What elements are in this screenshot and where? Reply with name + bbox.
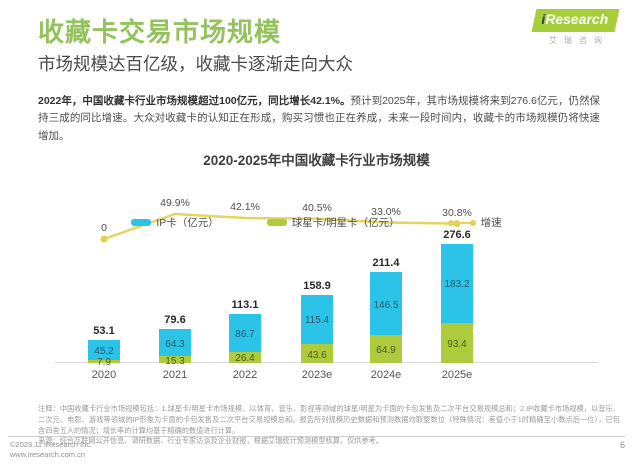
bar-segment-ip-card xyxy=(301,294,333,345)
bar-segment-star-card xyxy=(441,322,473,363)
bar-star-value-label: 93.4 xyxy=(447,338,467,350)
legend-item-growth: 增速 xyxy=(447,215,502,230)
legend-item-star-card: 球星卡/明星卡（亿元） xyxy=(266,215,400,230)
page-subtitle: 市场规模达百亿级，收藏卡逐渐走向大众 xyxy=(38,54,353,74)
bar-ip-value-label: 146.5 xyxy=(373,299,399,311)
bar-segment-star-card xyxy=(301,344,333,363)
growth-rate-label: 42.1% xyxy=(230,200,260,213)
intro-bold: 2022年，中国收藏卡行业市场规模超过100亿元，同比增长42.1%。 xyxy=(38,95,351,107)
note-text: 注释：中国收藏卡行业市场规模包括：1.球星卡/明星卡市场规模，以体育、音乐、影视… xyxy=(38,404,620,435)
bar-total-label: 211.4 xyxy=(372,257,400,270)
bar-segment-ip-card xyxy=(229,314,261,352)
chart-title: 2020-2025年中国收藏卡行业市场规模 xyxy=(203,153,430,168)
x-axis-tick-label: 2023e xyxy=(301,369,333,381)
iresearch-logo-text: iResearch xyxy=(541,11,608,27)
footer-copyright: ©2023.11 iResearch Inc. xyxy=(10,440,93,449)
bar-segment-star-card xyxy=(229,351,261,363)
iresearch-logo-band: iResearch xyxy=(531,9,620,32)
iresearch-logo: iResearch 艾瑞咨询 xyxy=(531,9,620,46)
growth-rate-label: 30.8% xyxy=(442,206,472,219)
logo-rest-letters: Research xyxy=(545,11,609,27)
growth-rate-label: 40.5% xyxy=(302,201,332,214)
bar-star-value-label: 15.3 xyxy=(165,355,185,367)
bar-segment-ip-card xyxy=(370,272,402,336)
bar-total-label: 276.6 xyxy=(443,229,471,242)
growth-rate-label: 0 xyxy=(101,222,107,234)
legend-growth-line xyxy=(447,221,476,224)
legend-item-ip-card: IP卡（亿元） xyxy=(131,215,219,230)
bar-total-label: 53.1 xyxy=(93,325,115,338)
intro-paragraph: 2022年，中国收藏卡行业市场规模超过100亿元，同比增长42.1%。预计到20… xyxy=(38,93,600,145)
x-axis-tick-label: 2022 xyxy=(232,369,258,381)
bar-ip-value-label: 64.3 xyxy=(165,338,185,350)
growth-line-svg xyxy=(100,212,461,243)
legend-growth-dot-right xyxy=(469,219,476,226)
bar-star-value-label: 26.4 xyxy=(235,353,255,365)
bar-total-label: 158.9 xyxy=(303,279,331,292)
legend-swatch-ip-card xyxy=(131,219,152,226)
growth-rate-label: 33.0% xyxy=(371,205,401,218)
growth-line-marker xyxy=(100,235,108,243)
bar-segment-star-card xyxy=(370,335,402,363)
bar-ip-value-label: 115.4 xyxy=(304,315,330,327)
bar-star-value-label: 7.9 xyxy=(97,357,111,369)
legend-label-star-card: 球星卡/明星卡（亿元） xyxy=(291,217,400,229)
bar-ip-value-label: 45.2 xyxy=(94,345,114,357)
bar-segment-star-card xyxy=(88,359,120,363)
bar-segment-ip-card xyxy=(441,244,473,323)
iresearch-logo-cn: 艾瑞咨询 xyxy=(549,36,610,45)
x-axis-tick-label: 2024e xyxy=(370,369,402,381)
bar-segment-ip-card xyxy=(159,328,191,357)
intro-regular: 预计到2025年，其市场规模将来到276.6亿元，仍然保持三成的同比增速。大众对… xyxy=(38,95,600,142)
growth-line-path xyxy=(103,212,458,241)
market-size-chart: 53.1 45.2 7.9 2020 0 79.6 64.3 15.3 2021 49.9% 113… xyxy=(0,170,633,400)
bar-segment-ip-card xyxy=(88,340,120,360)
bar-star-value-label: 64.9 xyxy=(376,345,396,357)
footer-website: www.iresearch.com.cn xyxy=(10,450,86,459)
legend-swatch-star-card xyxy=(266,219,287,226)
growth-rate-label: 49.9% xyxy=(160,197,190,210)
bar-ip-value-label: 86.7 xyxy=(235,329,255,341)
x-axis-tick-label: 2020 xyxy=(91,369,117,381)
source-text: 来源：综合互联网公开信息、调研数据、行业专家访谈及企业财报，根据艾瑞统计预测模型… xyxy=(38,436,384,446)
legend-label-ip-card: IP卡（亿元） xyxy=(156,217,219,229)
chart-notes: 注释：中国收藏卡行业市场规模包括：1.球星卡/明星卡市场规模，以体育、音乐、影视… xyxy=(38,404,620,447)
bar-total-label: 113.1 xyxy=(231,299,259,312)
chart-legend: IP卡（亿元） 球星卡/明星卡（亿元） 增速 xyxy=(0,215,633,230)
x-axis-tick-label: 2021 xyxy=(162,369,188,381)
x-axis-tick-label: 2025e xyxy=(441,369,473,381)
bar-total-label: 79.6 xyxy=(164,313,186,326)
bar-ip-value-label: 183.2 xyxy=(444,279,470,291)
page-title: 收藏卡交易市场规模 xyxy=(38,17,282,47)
bar-star-value-label: 43.6 xyxy=(307,349,327,361)
legend-label-growth: 增速 xyxy=(480,217,502,229)
footer-divider xyxy=(8,436,625,437)
page-number: 6 xyxy=(619,440,625,450)
legend-growth-line-icon xyxy=(447,219,476,227)
bar-segment-star-card xyxy=(159,356,191,363)
